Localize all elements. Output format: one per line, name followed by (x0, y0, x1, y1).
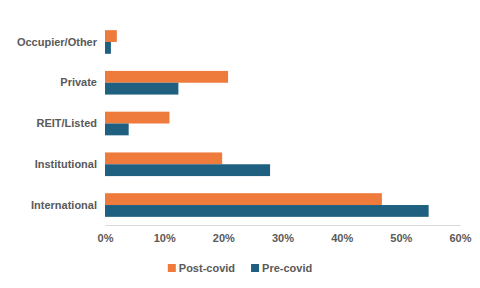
tick-label: 30% (272, 232, 294, 244)
bar (105, 71, 228, 83)
axis-line (106, 225, 461, 226)
bars (105, 30, 429, 217)
legend: Post-covid Pre-covid (168, 262, 312, 274)
legend-swatch (168, 264, 176, 272)
tick: 10% (154, 225, 176, 244)
bar (105, 30, 117, 42)
bar (105, 42, 111, 54)
legend-label: Post-covid (179, 262, 235, 274)
bar (105, 83, 178, 95)
chart: 0% 10% 20% 30% 40% 50% 60% Occupier/Other Privat… (0, 0, 480, 288)
tick-label: 20% (213, 232, 235, 244)
tick: 60% (449, 225, 471, 244)
tick: 50% (390, 225, 412, 244)
tick: International (31, 199, 105, 211)
category-label: Institutional (35, 158, 97, 170)
plot: 0% 10% 20% 30% 40% 50% 60% Occupier/Other Privat… (17, 23, 472, 244)
x-axis: 0% 10% 20% 30% 40% 50% 60% (98, 225, 472, 244)
tick: 30% (272, 225, 294, 244)
bar (105, 112, 169, 124)
bar (105, 152, 222, 164)
tick-label: 10% (154, 232, 176, 244)
tick-label: 60% (449, 232, 471, 244)
tick: 20% (213, 225, 235, 244)
tick: REIT/Listed (36, 117, 105, 129)
tick: Occupier/Other (17, 35, 105, 47)
y-axis: Occupier/Other Private REIT/Listed Institut… (17, 23, 106, 226)
category-label: REIT/Listed (36, 117, 97, 129)
tick-label: 40% (331, 232, 353, 244)
tick-label: 0% (98, 232, 114, 244)
tick: 40% (331, 225, 353, 244)
category-label: International (31, 199, 97, 211)
bar (105, 193, 382, 205)
legend-item: Post-covid (168, 262, 235, 274)
bar (105, 164, 270, 176)
legend-item: Pre-covid (251, 262, 312, 274)
tick: Institutional (35, 158, 105, 170)
tick-label: 50% (390, 232, 412, 244)
series-bars (105, 30, 382, 205)
series-bars (105, 42, 429, 217)
bar (105, 124, 129, 136)
legend-swatch (251, 264, 259, 272)
axis-line (105, 23, 106, 226)
tick: Private (60, 76, 105, 88)
legend-label: Pre-covid (262, 262, 312, 274)
bar (105, 205, 429, 217)
category-label: Private (60, 76, 97, 88)
category-label: Occupier/Other (17, 35, 98, 47)
tick: 0% (98, 225, 114, 244)
